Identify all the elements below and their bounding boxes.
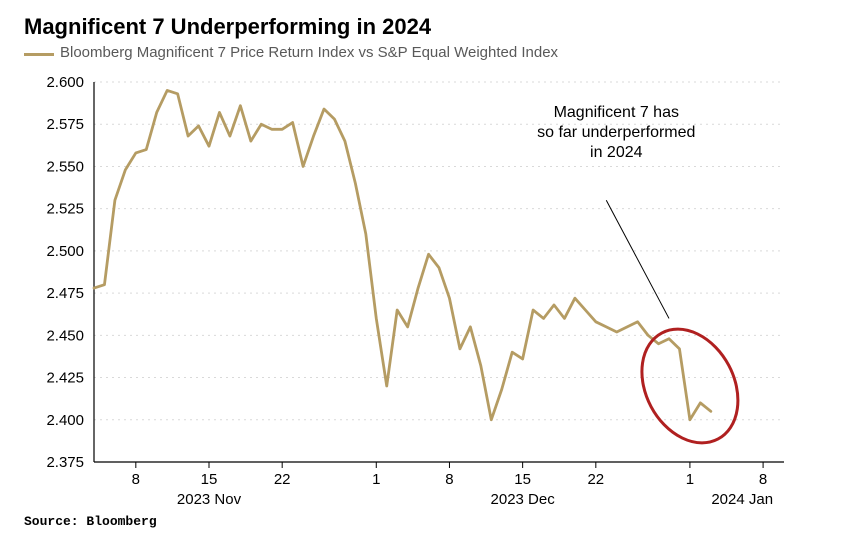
svg-text:8: 8 (445, 471, 453, 488)
svg-text:15: 15 (514, 471, 531, 488)
svg-text:2.450: 2.450 (46, 327, 84, 344)
svg-text:15: 15 (201, 471, 218, 488)
svg-text:22: 22 (587, 471, 604, 488)
svg-text:2.575: 2.575 (46, 116, 84, 133)
svg-text:1: 1 (686, 471, 694, 488)
svg-text:2.550: 2.550 (46, 158, 84, 175)
annotation-text: Magnificent 7 hasso far underperformedin… (506, 103, 726, 163)
svg-text:22: 22 (274, 471, 291, 488)
svg-text:2.425: 2.425 (46, 370, 84, 387)
svg-text:2.600: 2.600 (46, 74, 84, 91)
svg-text:2023 Nov: 2023 Nov (177, 491, 242, 508)
line-chart: 2.375 2.400 2.425 2.450 2.475 2.500 2.525 2.550… (0, 0, 848, 542)
svg-text:2.400: 2.400 (46, 412, 84, 429)
svg-text:2023 Dec: 2023 Dec (491, 491, 556, 508)
svg-text:2024 Jan: 2024 Jan (711, 491, 773, 508)
svg-text:2.475: 2.475 (46, 285, 84, 302)
svg-text:1: 1 (372, 471, 380, 488)
svg-text:2.525: 2.525 (46, 201, 84, 218)
source-label: Source: Bloomberg (24, 514, 157, 529)
svg-text:2.375: 2.375 (46, 454, 84, 471)
chart-container: Magnificent 7 Underperforming in 2024 Bl… (0, 0, 848, 542)
svg-text:2.500: 2.500 (46, 243, 84, 260)
svg-text:8: 8 (759, 471, 767, 488)
svg-text:8: 8 (132, 471, 140, 488)
